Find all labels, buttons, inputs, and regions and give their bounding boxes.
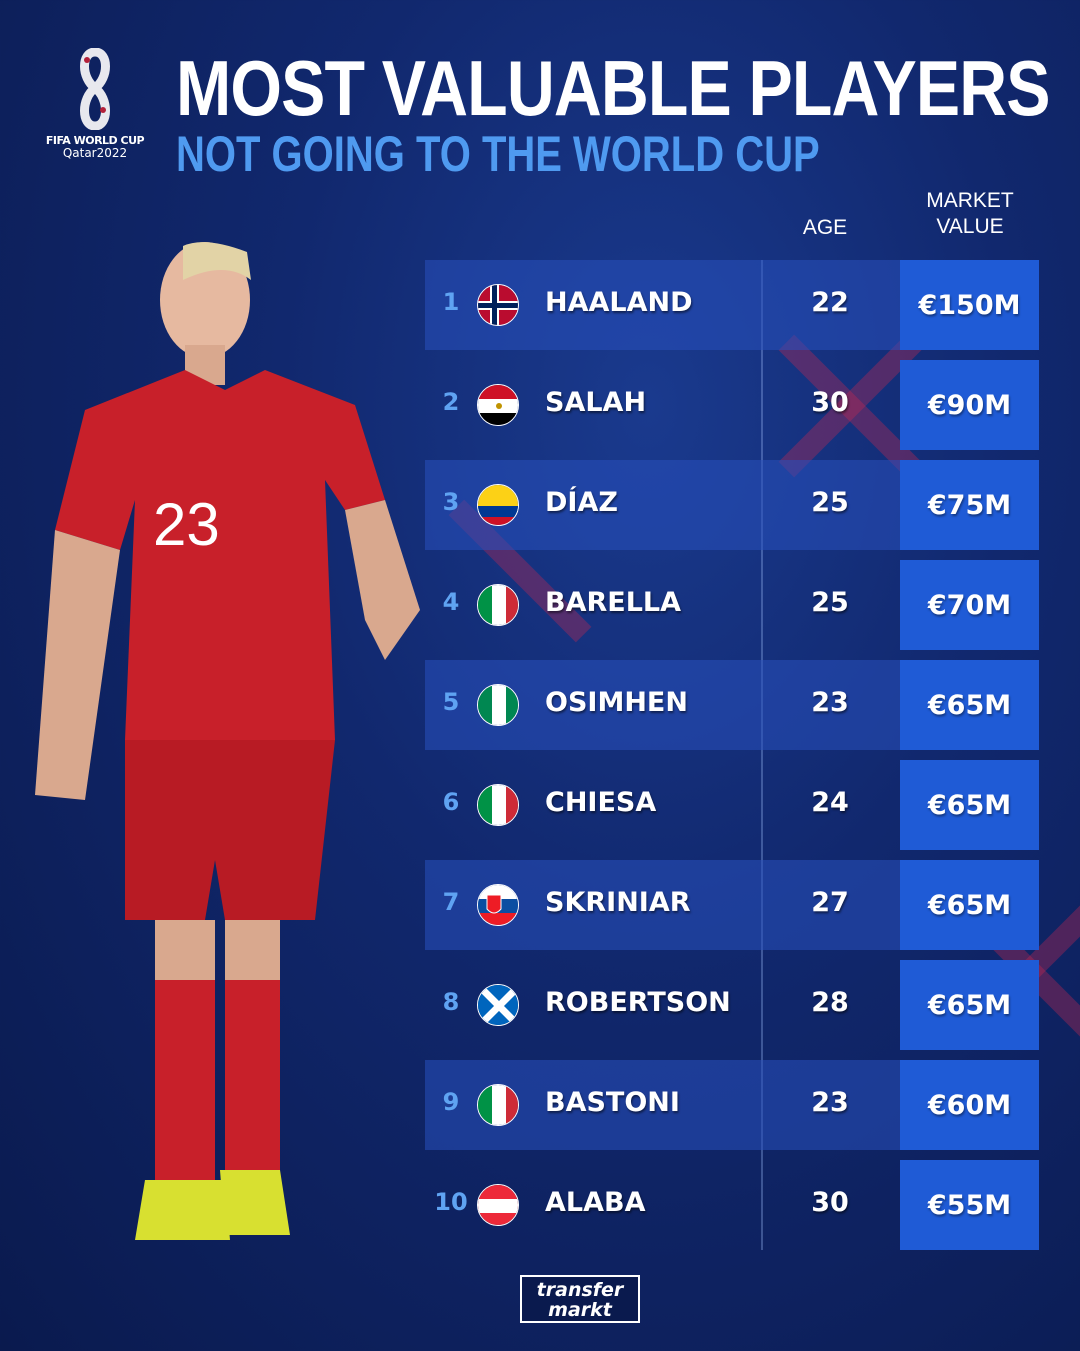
rank: 2 <box>442 388 460 416</box>
market-value: €65M <box>900 760 1039 850</box>
player-name: BARELLA <box>545 587 682 618</box>
market-value: €70M <box>900 560 1039 650</box>
rank: 5 <box>442 688 460 716</box>
scotland-flag-icon <box>477 984 519 1026</box>
market-value: €150M <box>900 260 1039 350</box>
colombia-flag-icon <box>477 484 519 526</box>
age-header: AGE <box>802 216 848 239</box>
player-age: 23 <box>811 687 849 718</box>
player-age: 30 <box>811 387 849 418</box>
logo-text: FIFA WORLD CUP <box>45 134 145 147</box>
table-row: 10 ALABA 30 €55M <box>425 1160 1039 1250</box>
jersey-number: 23 <box>153 491 220 558</box>
player-age: 30 <box>811 1187 849 1218</box>
player-age: 24 <box>811 787 849 818</box>
market-value-header-line2: VALUE <box>936 215 1004 238</box>
player-name: CHIESA <box>545 787 657 818</box>
transfermarkt-logo: transfer markt <box>520 1275 640 1323</box>
trophy-icon <box>80 48 110 130</box>
logo-text: Qatar2022 <box>62 146 128 160</box>
rank: 10 <box>434 1188 468 1216</box>
brand-text: markt <box>548 1299 612 1321</box>
player-age: 23 <box>811 1087 849 1118</box>
page-title: MOST VALUABLE PLAYERS <box>176 44 1050 132</box>
market-value: €55M <box>900 1160 1039 1250</box>
market-value-header: MARKET VALUE <box>900 188 1040 240</box>
player-name: BASTONI <box>545 1087 680 1118</box>
market-value: €65M <box>900 860 1039 950</box>
player-age: 25 <box>811 487 849 518</box>
table-row: 9 BASTONI 23 €60M <box>425 1060 1039 1150</box>
table-row: 2 SALAH 30 €90M <box>425 360 1039 450</box>
egypt-flag-icon <box>477 384 519 426</box>
player-name: ROBERTSON <box>545 987 731 1018</box>
italy-flag-icon <box>477 1084 519 1126</box>
market-value-header-line1: MARKET <box>926 189 1014 212</box>
rank: 9 <box>442 1088 460 1116</box>
rank: 6 <box>442 788 460 816</box>
rank: 4 <box>442 588 460 616</box>
player-age: 25 <box>811 587 849 618</box>
rank: 8 <box>442 988 460 1016</box>
market-value: €65M <box>900 960 1039 1050</box>
market-value: €60M <box>900 1060 1039 1150</box>
page-subtitle: NOT GOING TO THE WORLD CUP <box>176 126 820 182</box>
player-age: 22 <box>811 287 849 318</box>
player-age: 27 <box>811 887 849 918</box>
market-value: €65M <box>900 660 1039 750</box>
player-age: 28 <box>811 987 849 1018</box>
column-divider <box>761 260 763 1250</box>
rank: 3 <box>442 488 460 516</box>
market-value: €75M <box>900 460 1039 550</box>
austria-flag-icon <box>477 1184 519 1226</box>
rank: 1 <box>442 288 460 316</box>
rank: 7 <box>442 888 460 916</box>
table-row: 4 BARELLA 25 €70M <box>425 560 1039 650</box>
table-row: 7 SKRINIAR 27 €65M <box>425 860 1039 950</box>
slovakia-flag-icon <box>477 884 519 926</box>
brand-text: transfer <box>536 1279 624 1301</box>
table-row: 3 DÍAZ 25 €75M <box>425 460 1039 550</box>
market-value: €90M <box>900 360 1039 450</box>
player-name: ALABA <box>545 1187 646 1218</box>
fifa-world-cup-logo: FIFA WORLD CUP Qatar2022 <box>45 48 145 159</box>
player-name: OSIMHEN <box>545 687 688 718</box>
player-photo: 23 <box>35 242 420 1240</box>
player-name: SALAH <box>545 387 647 418</box>
italy-flag-icon <box>477 584 519 626</box>
table-row: 5 OSIMHEN 23 €65M <box>425 660 1039 750</box>
table-row: 1 HAALAND 22 €150M <box>425 260 1039 350</box>
table-row: 8 ROBERTSON 28 €65M <box>425 960 1039 1050</box>
player-name: SKRINIAR <box>545 887 691 918</box>
norway-flag-icon <box>477 284 519 326</box>
player-name: DÍAZ <box>545 487 618 518</box>
italy-flag-icon <box>477 784 519 826</box>
player-name: HAALAND <box>545 287 693 318</box>
nigeria-flag-icon <box>477 684 519 726</box>
table-row: 6 CHIESA 24 €65M <box>425 760 1039 850</box>
